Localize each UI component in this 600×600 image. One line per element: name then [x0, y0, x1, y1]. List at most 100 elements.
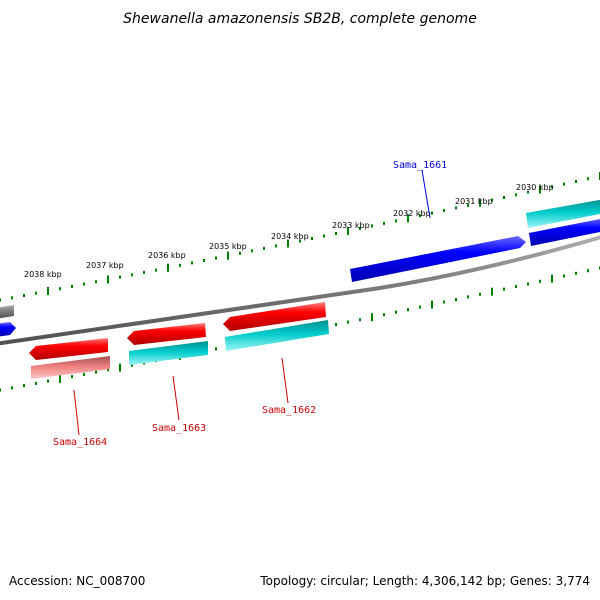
minor-tick [59, 287, 61, 291]
minor-tick [131, 363, 133, 367]
minor-tick [131, 273, 133, 277]
cds-sama-1660-arrow[interactable] [529, 218, 600, 246]
major-tick [47, 287, 49, 295]
minor-tick [95, 370, 97, 374]
major-tick [347, 227, 349, 235]
minor-tick [395, 310, 397, 314]
map-title: Shewanella amazonensis SB2B, complete ge… [123, 11, 477, 27]
tick-label: 2035 kbp [209, 242, 247, 251]
minor-tick [83, 282, 85, 286]
gene-label-sama-1664[interactable]: Sama_1664 [53, 437, 107, 448]
tick-label: 2030 kbp [516, 183, 554, 192]
cds-sama-1661-arrow[interactable] [350, 236, 526, 282]
minor-tick [515, 193, 517, 197]
tick-label: 2033 kbp [332, 221, 370, 230]
minor-tick [0, 388, 1, 392]
reverse-features [29, 302, 329, 379]
minor-tick [275, 244, 277, 248]
minor-tick [587, 177, 589, 181]
major-tick [371, 313, 373, 322]
minor-tick [419, 305, 421, 309]
cds-sama-1664-arrow[interactable] [29, 338, 108, 360]
major-tick [431, 300, 433, 309]
upper-tick-row [0, 172, 600, 302]
gene-sama-1663[interactable] [129, 341, 208, 365]
tick-label: 2036 kbp [148, 251, 186, 260]
major-tick [407, 214, 409, 223]
gene-feature-forward-partial[interactable] [0, 305, 14, 319]
major-tick [107, 275, 109, 284]
minor-tick [251, 249, 253, 253]
minor-tick [23, 294, 25, 297]
cds-sama-1662-arrow[interactable] [223, 302, 326, 331]
gene-sama-1662[interactable] [225, 320, 329, 351]
minor-tick [299, 239, 301, 243]
minor-tick [587, 269, 589, 273]
minor-tick [215, 256, 217, 260]
minor-tick [467, 203, 469, 207]
minor-tick [335, 323, 337, 327]
major-tick [119, 363, 121, 372]
minor-tick [347, 320, 349, 324]
major-tick [167, 263, 169, 272]
minor-tick [47, 379, 49, 383]
major-tick [491, 287, 493, 296]
minor-tick [443, 209, 445, 212]
minor-tick [107, 368, 109, 372]
minor-tick [443, 300, 445, 304]
minor-tick [155, 268, 157, 272]
minor-tick [191, 261, 193, 265]
minor-tick [503, 287, 505, 291]
minor-tick [455, 206, 457, 210]
gene-label-sama-1663[interactable]: Sama_1663 [152, 423, 206, 434]
gene-label-sama-1662[interactable]: Sama_1662 [262, 405, 316, 416]
major-tick [287, 239, 289, 248]
minor-tick [359, 227, 361, 230]
minor-tick [383, 221, 385, 225]
minor-tick [11, 296, 13, 300]
topology-text: Topology: circular; Length: 4,306,142 bp… [260, 574, 590, 588]
minor-tick [527, 282, 529, 286]
cds-sama-1663-arrow[interactable] [127, 323, 206, 345]
tick-label: 2034 kbp [271, 232, 309, 241]
minor-tick [335, 232, 337, 235]
minor-tick [11, 386, 13, 390]
minor-tick [71, 375, 73, 379]
minor-tick [359, 318, 361, 322]
minor-tick [311, 237, 313, 240]
minor-tick [539, 279, 541, 283]
minor-tick [71, 284, 73, 288]
minor-tick [83, 372, 85, 376]
minor-tick [239, 251, 241, 255]
tick-label: 2032 kbp [393, 209, 431, 218]
tick-label: 2031 kbp [455, 197, 493, 206]
minor-tick [527, 190, 529, 194]
minor-tick [215, 347, 217, 351]
minor-tick [263, 246, 265, 250]
gene-sama-1660[interactable] [526, 199, 600, 228]
gene-feature-blue-partial[interactable] [0, 322, 16, 337]
minor-tick [383, 313, 385, 317]
minor-tick [491, 198, 493, 202]
minor-tick [551, 185, 553, 189]
genome-backbone [0, 235, 600, 346]
forward-features [0, 199, 600, 337]
minor-tick [371, 224, 373, 228]
minor-tick [419, 214, 421, 218]
minor-tick [479, 292, 481, 296]
minor-tick [119, 275, 121, 279]
minor-tick [0, 298, 1, 302]
minor-tick [503, 196, 505, 199]
major-tick [551, 274, 553, 283]
accession-text: Accession: NC_008700 [9, 574, 146, 588]
minor-tick [95, 280, 97, 284]
gene-sama-1664-pseudo[interactable] [31, 356, 110, 379]
minor-tick [407, 308, 409, 312]
leader-line-sama-1662 [281, 357, 289, 404]
minor-tick [455, 298, 457, 301]
major-tick [479, 198, 481, 207]
minor-tick [395, 219, 397, 223]
gene-label-sama-1661[interactable]: Sama_1661 [393, 160, 447, 171]
leader-line-sama-1663 [172, 375, 180, 421]
